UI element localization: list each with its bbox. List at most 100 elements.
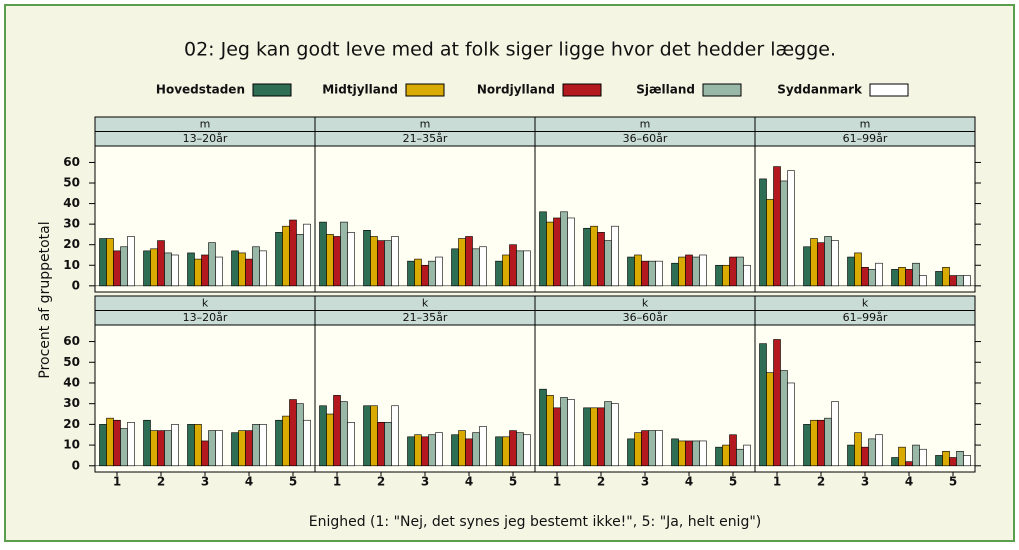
bar — [641, 260, 649, 287]
bar — [407, 260, 415, 287]
bar — [810, 238, 818, 287]
bar — [164, 252, 172, 287]
bar — [414, 258, 422, 287]
bar — [949, 275, 957, 287]
strip-label: k — [202, 297, 209, 310]
x-tick-label: 2 — [157, 475, 165, 489]
bar — [956, 450, 964, 467]
bar — [699, 440, 707, 467]
bar — [597, 407, 605, 467]
strip-label: 21–35år — [403, 132, 448, 145]
bar — [780, 370, 788, 467]
legend-label: Midtjylland — [322, 83, 398, 97]
bar — [847, 256, 855, 287]
bar — [766, 372, 774, 467]
bar — [648, 430, 656, 467]
bar — [905, 461, 913, 467]
legend-swatch — [252, 83, 292, 97]
bar — [722, 264, 730, 287]
bar — [567, 217, 575, 287]
bar — [238, 252, 246, 287]
bar — [458, 430, 466, 467]
bar — [194, 424, 202, 467]
x-tick-label: 5 — [729, 475, 737, 489]
bar — [347, 232, 355, 287]
x-tick-label: 5 — [949, 475, 957, 489]
bar — [715, 446, 723, 467]
bar — [231, 250, 239, 287]
bar — [546, 221, 554, 287]
y-tick-label: 20 — [63, 237, 80, 251]
bar — [171, 254, 179, 287]
bar — [671, 262, 679, 287]
bar — [106, 238, 114, 287]
bar — [458, 238, 466, 287]
bar — [854, 432, 862, 467]
bar — [692, 440, 700, 467]
bar — [282, 415, 290, 467]
bar — [495, 260, 503, 287]
bar — [787, 382, 795, 467]
bar — [208, 430, 216, 467]
bar — [157, 430, 165, 467]
bar — [201, 440, 209, 467]
bar — [502, 436, 510, 467]
bar — [949, 457, 957, 467]
bar — [435, 256, 443, 287]
bar — [671, 438, 679, 467]
bar — [655, 260, 663, 287]
bar — [736, 448, 744, 467]
bar — [201, 254, 209, 287]
y-tick-label: 0 — [72, 458, 80, 472]
bar — [164, 430, 172, 467]
strip-label: m — [860, 118, 871, 131]
bar — [861, 267, 869, 287]
bar — [627, 256, 635, 287]
bar — [817, 419, 825, 467]
x-tick-label: 3 — [641, 475, 649, 489]
bar — [252, 424, 260, 467]
bar — [759, 178, 767, 287]
x-axis-label: Enighed (1: "Nej, det synes jeg bestemt … — [309, 514, 762, 530]
bar — [289, 219, 297, 287]
bar — [303, 419, 311, 467]
bar — [699, 254, 707, 287]
strip-label: m — [200, 118, 211, 131]
bar — [194, 258, 202, 287]
bar — [935, 455, 943, 467]
bar — [502, 254, 510, 287]
bar — [803, 246, 811, 287]
bar — [685, 440, 693, 467]
y-tick-label: 50 — [63, 355, 80, 369]
bar — [956, 275, 964, 287]
bar — [303, 223, 311, 287]
bar — [759, 343, 767, 467]
bar — [787, 170, 795, 287]
bar — [604, 240, 612, 287]
bar — [942, 450, 950, 467]
bar — [465, 236, 473, 287]
bar — [847, 444, 855, 467]
bar — [319, 405, 327, 467]
bar — [252, 246, 260, 287]
y-tick-label: 60 — [63, 155, 80, 169]
x-tick-label: 1 — [113, 475, 121, 489]
bar — [275, 419, 283, 467]
strip-label: k — [862, 297, 869, 310]
bar — [150, 430, 158, 467]
bar — [509, 244, 517, 287]
bar — [326, 234, 334, 287]
x-tick-label: 2 — [817, 475, 825, 489]
bar — [648, 260, 656, 287]
strip-label: m — [420, 118, 431, 131]
bar — [912, 444, 920, 467]
bar — [479, 246, 487, 287]
x-tick-label: 5 — [509, 475, 517, 489]
bar — [245, 258, 253, 287]
x-tick-label: 1 — [773, 475, 781, 489]
chart-title: 02: Jeg kan godt leve med at folk siger … — [184, 39, 836, 61]
strip-label: 13–20år — [183, 132, 228, 145]
bar — [611, 225, 619, 287]
bar — [516, 432, 524, 467]
